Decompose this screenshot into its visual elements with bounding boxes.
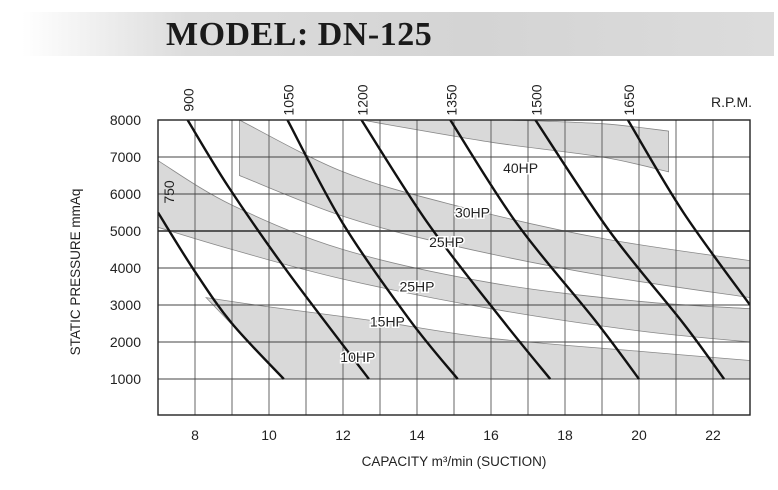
rpm-curve-1500 — [534, 120, 726, 380]
rpm-curve-1650 — [626, 120, 750, 306]
y-tick-label: 5000 — [110, 223, 141, 239]
rpm-curve-900 — [186, 120, 370, 380]
rpm-curve-1200 — [360, 120, 552, 380]
plot-border — [157, 119, 751, 416]
rpm-label-750: 750 — [161, 180, 177, 204]
rpm-label-1050: 1050 — [281, 84, 297, 115]
chart-labels: 8 10 12 14 16 18 20 22 1000 2000 3000 4000 5000 6000 7… — [68, 84, 752, 469]
rpm-label-900: 900 — [181, 88, 197, 112]
rpm-label-1500: 1500 — [528, 84, 544, 115]
hp-label: 10HP — [340, 349, 375, 365]
rpm-curve-1050 — [286, 120, 459, 380]
x-tick-label: 20 — [631, 427, 647, 443]
plot-frame — [157, 119, 751, 416]
hp-bands — [158, 120, 750, 380]
y-tick-label: 1000 — [110, 371, 141, 387]
x-axis-label: CAPACITY m³/min (SUCTION) — [362, 454, 547, 469]
rpm-curve-750 — [158, 211, 285, 380]
y-tick-label: 3000 — [110, 297, 141, 313]
x-tick-label: 16 — [483, 427, 499, 443]
x-tick-label: 12 — [335, 427, 351, 443]
x-tick-label: 18 — [557, 427, 573, 443]
rpm-curve-1350 — [449, 120, 640, 380]
hp-label: 25HP — [429, 234, 464, 250]
y-tick-label: 8000 — [110, 112, 141, 128]
y-tick-label: 7000 — [110, 149, 141, 165]
y-tick-label: 4000 — [110, 260, 141, 276]
rpm-unit-label: R.P.M. — [711, 94, 752, 110]
title-band — [22, 12, 774, 56]
x-tick-label: 22 — [705, 427, 721, 443]
hp-label: 25HP — [399, 279, 434, 295]
rpm-label-1350: 1350 — [443, 84, 459, 115]
hp-label: 15HP — [370, 314, 405, 330]
chart-title: MODEL: DN-125 — [166, 16, 433, 53]
x-tick-label: 10 — [261, 427, 277, 443]
hp-label: 40HP — [503, 160, 538, 176]
x-tick-label: 14 — [409, 427, 425, 443]
rpm-curves — [158, 120, 750, 380]
rpm-label-1200: 1200 — [355, 84, 371, 115]
y-axis-label: STATIC PRESSURE mmAq — [68, 189, 83, 356]
hp-band-1 — [158, 160, 750, 343]
y-tick-label: 2000 — [110, 334, 141, 350]
hp-band-3 — [361, 120, 669, 173]
rpm-label-1650: 1650 — [621, 84, 637, 115]
hp-band-2 — [239, 120, 750, 299]
y-tick-label: 6000 — [110, 186, 141, 202]
x-tick-label: 8 — [191, 427, 199, 443]
hp-label: 30HP — [455, 205, 490, 221]
grid-lines — [158, 119, 750, 415]
